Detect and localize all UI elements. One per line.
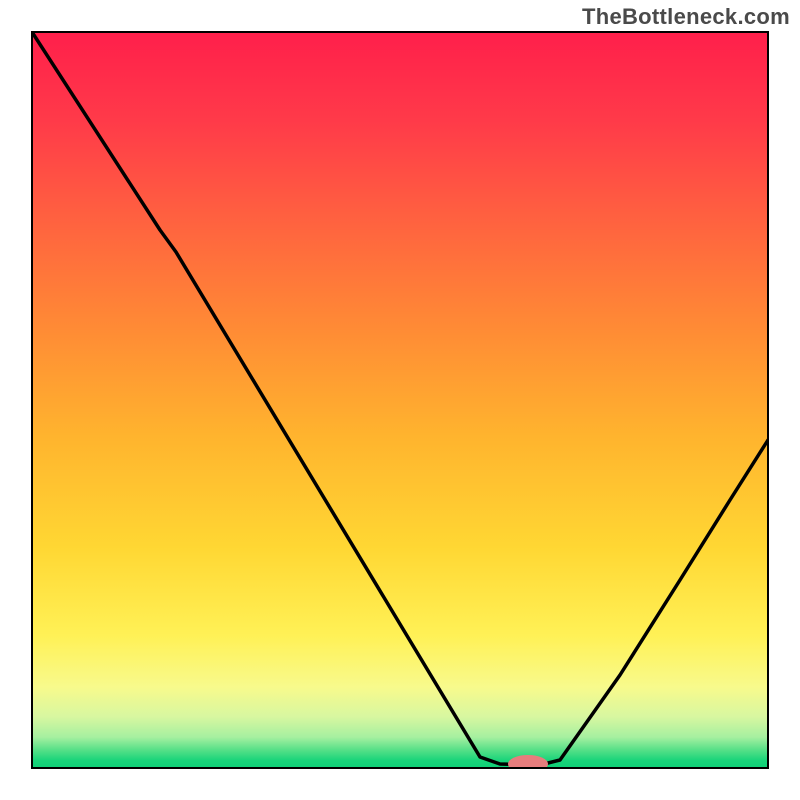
bottleneck-chart [0, 0, 800, 800]
chart-background [32, 32, 768, 768]
chart-container: TheBottleneck.com [0, 0, 800, 800]
optimal-point-marker [508, 755, 548, 773]
